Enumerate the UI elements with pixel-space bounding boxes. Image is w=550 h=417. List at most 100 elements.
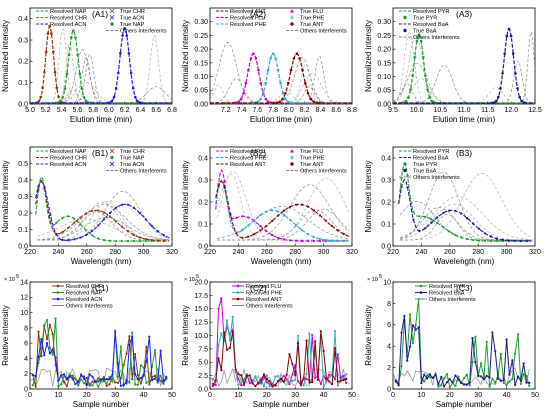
interferent-line	[210, 56, 352, 104]
intensity-marker	[494, 381, 497, 384]
true-spectrum-marker	[138, 212, 141, 215]
resolved-line-acn	[30, 27, 172, 104]
intensity-marker	[260, 381, 263, 384]
x-tick-label: 240	[233, 249, 245, 256]
true-marker-acn	[134, 95, 137, 99]
panel-label: (C1)	[92, 283, 109, 293]
intensity-marker	[45, 319, 49, 322]
intensity-marker	[397, 384, 400, 387]
intensity-marker	[145, 360, 148, 363]
true-marker-baa	[497, 95, 500, 99]
true-spectrum-marker	[448, 209, 451, 212]
true-marker-ant	[289, 68, 293, 72]
intensity-marker	[77, 384, 80, 387]
true-marker-flu	[247, 68, 250, 72]
intensity-marker	[48, 323, 52, 327]
intensity-marker	[122, 383, 125, 386]
interferent-line	[30, 81, 172, 104]
true-spectrum-marker	[55, 221, 58, 224]
legend-label: Resolved ANT	[230, 162, 266, 168]
interferent-line	[400, 171, 533, 241]
legend-label: Resolved PHE	[230, 156, 267, 162]
intensity-marker	[142, 366, 145, 369]
legend-item: True CHR	[109, 148, 145, 155]
y-tick-label: 0.2	[198, 199, 208, 206]
intensity-marker	[77, 380, 80, 383]
y-tick-label: 0.25	[377, 33, 391, 40]
intensity-marker	[479, 375, 483, 378]
true-marker-phe	[284, 97, 287, 101]
x-axis-label: Sample number	[73, 400, 130, 409]
plot-frame	[29, 7, 173, 105]
y-tick-label: 0.0	[18, 243, 28, 250]
intensity-marker	[336, 380, 339, 383]
intensity-marker	[128, 335, 131, 338]
intensity-marker	[522, 362, 525, 365]
legend-item: Resolved ACN	[36, 22, 86, 28]
legend-item: True PHE	[290, 155, 325, 162]
y-tick-label: 10.0	[194, 333, 208, 340]
true-spectrum-marker	[120, 203, 124, 206]
interferent-line	[217, 177, 350, 241]
panel-label: (C3)	[456, 283, 473, 293]
x-tick-label: 50	[531, 392, 539, 399]
true-marker-baa	[509, 34, 513, 38]
true-spectrum-marker	[418, 229, 421, 233]
intensity-marker	[488, 376, 491, 379]
legend-label: Resolved BaA	[413, 156, 449, 162]
intensity-marker	[34, 375, 37, 378]
y-tick-label: 6	[24, 341, 28, 348]
true-spectrum-marker	[406, 186, 409, 189]
x-axis-label: Sample number	[436, 400, 493, 409]
intensity-marker	[131, 335, 134, 338]
intensity-marker	[145, 345, 148, 348]
legend-item: Others Interferents	[106, 169, 167, 175]
intensity-marker	[217, 357, 220, 360]
intensity-marker	[240, 381, 243, 385]
intensity-marker	[60, 374, 63, 377]
intensity-marker	[228, 346, 231, 349]
intensity-marker	[131, 331, 134, 334]
y-axis-label: Normalized intensity	[181, 160, 190, 232]
legend-label: True FLU	[300, 149, 323, 155]
legend-label: Resolved ACN	[50, 162, 86, 168]
intensity-marker	[299, 384, 302, 387]
sci-exponent: 5	[16, 274, 19, 280]
intensity-marker	[282, 380, 285, 383]
legend-item: True PYR	[403, 16, 437, 22]
true-marker-ant	[272, 101, 276, 104]
x-tick-label: 7.2	[221, 107, 231, 114]
intensity-marker	[299, 382, 302, 385]
true-marker-phe	[251, 101, 255, 104]
intensity-marker	[114, 329, 117, 332]
x-tick-label: 30	[111, 392, 119, 399]
intensity-marker	[37, 355, 40, 358]
intensity-marker	[45, 337, 49, 341]
legend-item: True PHE	[290, 15, 325, 22]
true-spectrum-marker	[430, 218, 433, 221]
true-marker-flu	[244, 81, 248, 85]
true-spectrum-marker	[330, 224, 333, 227]
interferent-line	[393, 35, 535, 104]
legend-item: Resolved NAP	[36, 149, 87, 155]
y-tick-label: 0.2	[18, 59, 28, 66]
x-tick-label: 30	[474, 392, 482, 399]
true-spectrum-marker	[283, 213, 286, 217]
intensity-marker	[63, 380, 66, 383]
y-tick-label: 14	[20, 279, 28, 286]
x-tick-label: 8.8	[347, 107, 357, 114]
intensity-marker	[316, 378, 319, 381]
interferent-line	[400, 213, 533, 241]
true-spectrum-marker	[156, 230, 159, 233]
true-spectrum-marker	[336, 239, 339, 242]
intensity-marker	[482, 376, 485, 379]
x-tick-label: 220	[204, 249, 216, 256]
intensity-marker	[525, 381, 528, 384]
sci-multiplier: × 10	[4, 277, 15, 283]
resolved-spectrum	[398, 179, 533, 242]
legend-item: Resolved ANT	[232, 297, 282, 303]
intensity-marker	[277, 380, 280, 383]
y-axis-label: Relative intensity	[364, 305, 373, 365]
